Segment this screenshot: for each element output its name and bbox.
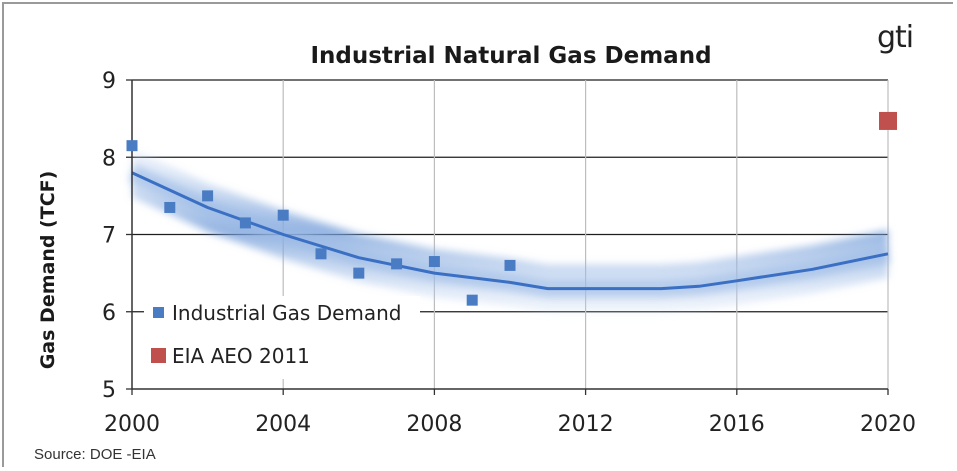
legend-swatch-eia (151, 348, 166, 363)
trend-line (131, 171, 889, 291)
legend-box (144, 296, 420, 379)
x-tick-label-2004: 2004 (255, 412, 311, 437)
tick-labels: 5 6 7 8 9 2000 2004 2008 2012 2016 2020 (102, 69, 916, 437)
data-point-industrial-2004 (277, 209, 289, 221)
data-point-industrial-2007 (391, 258, 403, 270)
x-tick-label-2008: 2008 (406, 412, 462, 437)
trend-band-fill (132, 148, 888, 313)
x-tick-label-2020: 2020 (860, 412, 916, 437)
y-tick-label-6: 6 (102, 301, 116, 326)
data-point-industrial-2006 (353, 267, 365, 279)
legend: Industrial Gas Demand EIA AEO 2011 (144, 296, 420, 379)
legend-swatch-industrial (153, 307, 164, 318)
axes (126, 79, 889, 395)
gti-logo: gti (877, 20, 914, 55)
x-tick-label-2016: 2016 (709, 412, 765, 437)
y-tick-label-8: 8 (102, 146, 116, 171)
y-tick-label-5: 5 (102, 378, 116, 403)
data-point-industrial-2009 (466, 294, 478, 306)
data-point-industrial-2001 (164, 201, 176, 213)
trend-band (128, 148, 890, 313)
x-tick-label-2000: 2000 (104, 412, 160, 437)
source-note: Source: DOE -EIA (34, 446, 156, 463)
x-tick-label-2012: 2012 (558, 412, 614, 437)
y-tick-label-9: 9 (102, 69, 116, 94)
data-marks (126, 111, 897, 306)
data-point-industrial-2002 (202, 190, 214, 202)
data-point-industrial-2008 (428, 256, 440, 268)
y-axis-label: Gas Demand (TCF) (37, 171, 59, 370)
data-point-industrial-2005 (315, 248, 327, 260)
legend-label-industrial: Industrial Gas Demand (172, 301, 402, 325)
data-point-industrial-2003 (239, 217, 251, 229)
legend-label-eia: EIA AEO 2011 (172, 344, 310, 368)
data-point-industrial-2010 (504, 259, 516, 271)
data-point-industrial-2000 (126, 140, 138, 152)
chart-title: Industrial Natural Gas Demand (310, 43, 711, 69)
data-point-eia-2020 (879, 111, 897, 130)
y-tick-label-7: 7 (102, 224, 116, 249)
